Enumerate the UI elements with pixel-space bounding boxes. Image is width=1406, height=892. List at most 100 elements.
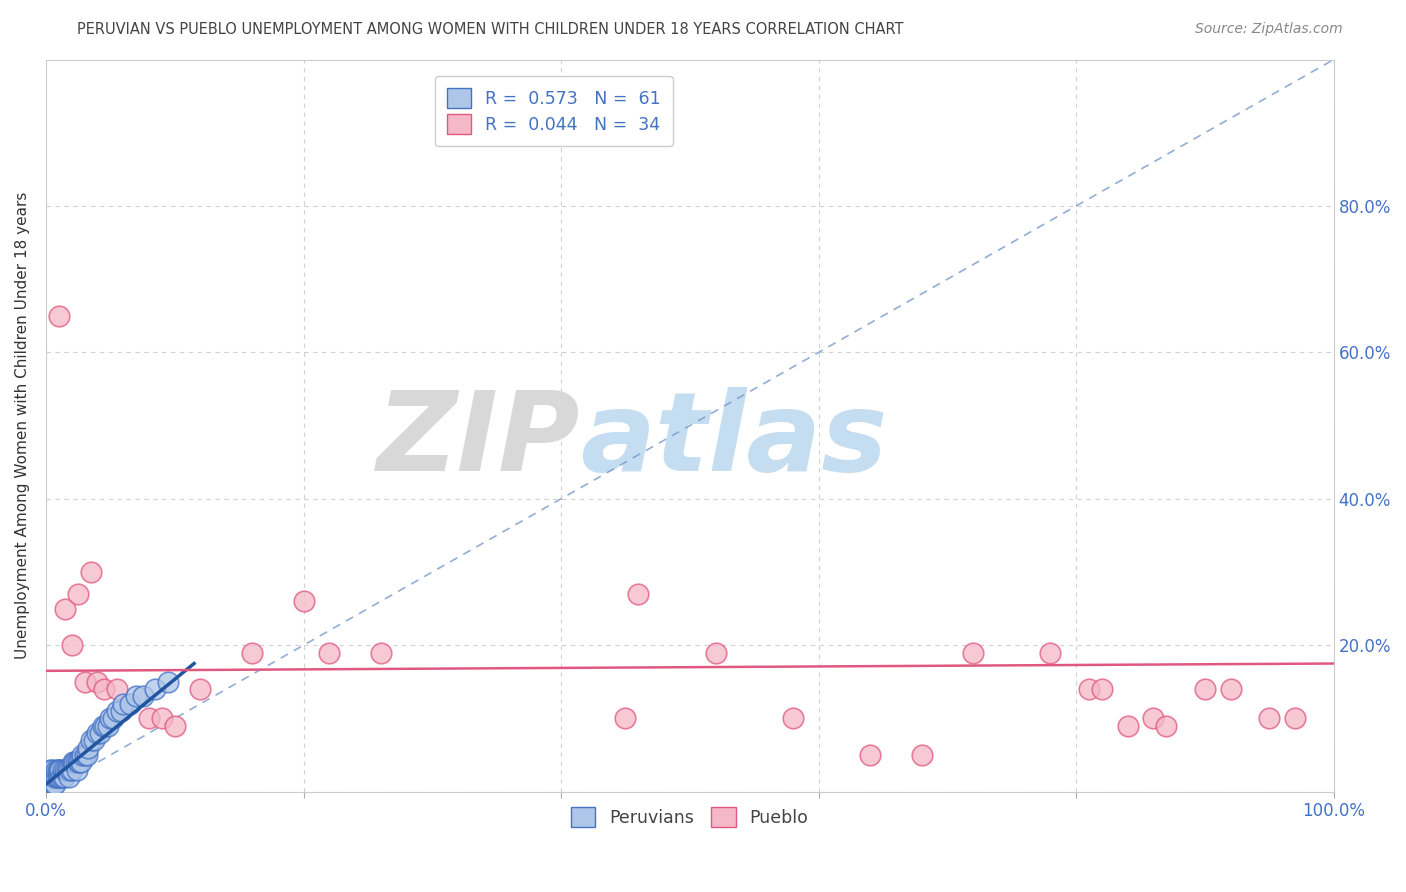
Point: [292, 594, 315, 608]
Point: [42, 777, 65, 791]
Point: [38, 777, 60, 791]
Point: [53, 763, 76, 777]
Point: [45, 763, 67, 777]
Point: [60, 763, 83, 777]
Point: [76, 747, 98, 762]
Point: [1219, 682, 1241, 697]
Point: [1078, 682, 1101, 697]
Point: [370, 646, 392, 660]
Point: [1154, 719, 1177, 733]
Point: [39, 777, 62, 791]
Point: [83, 733, 105, 747]
Point: [58, 770, 80, 784]
Point: [46, 763, 69, 777]
Point: [73, 674, 96, 689]
Point: [62, 756, 84, 770]
Point: [80, 733, 103, 747]
Point: [962, 646, 984, 660]
Point: [67, 587, 90, 601]
Point: [190, 682, 212, 697]
Point: [48, 309, 70, 323]
Point: [52, 770, 75, 784]
Point: [73, 747, 96, 762]
Point: [105, 682, 128, 697]
Point: [56, 763, 79, 777]
Point: [105, 704, 128, 718]
Point: [91, 719, 114, 733]
Point: [52, 763, 75, 777]
Point: [1284, 711, 1306, 725]
Legend: Peruvians, Pueblo: Peruvians, Pueblo: [562, 798, 817, 836]
Point: [41, 777, 63, 791]
Text: Source: ZipAtlas.com: Source: ZipAtlas.com: [1195, 22, 1343, 37]
Point: [38, 770, 60, 784]
Point: [48, 770, 70, 784]
Point: [627, 587, 650, 601]
Point: [89, 726, 111, 740]
Point: [67, 756, 90, 770]
Point: [41, 770, 63, 784]
Point: [93, 682, 115, 697]
Point: [782, 711, 804, 725]
Point: [138, 711, 160, 725]
Point: [66, 763, 89, 777]
Point: [614, 711, 637, 725]
Point: [59, 763, 82, 777]
Point: [859, 747, 882, 762]
Point: [1039, 646, 1062, 660]
Point: [1258, 711, 1281, 725]
Point: [46, 770, 69, 784]
Point: [704, 646, 727, 660]
Point: [51, 770, 73, 784]
Point: [63, 756, 86, 770]
Point: [38, 770, 60, 784]
Point: [80, 565, 103, 579]
Point: [41, 763, 63, 777]
Point: [125, 690, 148, 704]
Point: [240, 646, 263, 660]
Point: [37, 777, 59, 791]
Point: [49, 763, 72, 777]
Point: [48, 763, 70, 777]
Point: [98, 711, 121, 725]
Text: atlas: atlas: [581, 387, 887, 494]
Point: [910, 747, 932, 762]
Point: [86, 726, 108, 740]
Point: [1091, 682, 1114, 697]
Point: [157, 674, 180, 689]
Point: [60, 638, 83, 652]
Text: PERUVIAN VS PUEBLO UNEMPLOYMENT AMONG WOMEN WITH CHILDREN UNDER 18 YEARS CORRELA: PERUVIAN VS PUEBLO UNEMPLOYMENT AMONG WO…: [77, 22, 904, 37]
Point: [70, 747, 93, 762]
Point: [45, 770, 67, 784]
Point: [150, 711, 173, 725]
Point: [1116, 719, 1139, 733]
Point: [37, 770, 59, 784]
Point: [110, 704, 132, 718]
Point: [38, 777, 60, 791]
Point: [112, 697, 135, 711]
Point: [42, 770, 65, 784]
Point: [131, 690, 153, 704]
Point: [77, 740, 100, 755]
Point: [44, 770, 66, 784]
Point: [69, 756, 91, 770]
Point: [1142, 711, 1164, 725]
Text: ZIP: ZIP: [377, 387, 581, 494]
Point: [101, 711, 124, 725]
Point: [145, 682, 167, 697]
Point: [318, 646, 340, 660]
Point: [69, 756, 91, 770]
Point: [38, 763, 60, 777]
Point: [53, 770, 76, 784]
Point: [53, 601, 76, 615]
Point: [163, 719, 186, 733]
Point: [86, 674, 108, 689]
Point: [44, 777, 66, 791]
Point: [55, 763, 77, 777]
Point: [65, 756, 87, 770]
Y-axis label: Unemployment Among Women with Children Under 18 years: Unemployment Among Women with Children U…: [15, 192, 30, 659]
Point: [97, 719, 120, 733]
Point: [94, 719, 117, 733]
Point: [118, 697, 141, 711]
Point: [39, 770, 62, 784]
